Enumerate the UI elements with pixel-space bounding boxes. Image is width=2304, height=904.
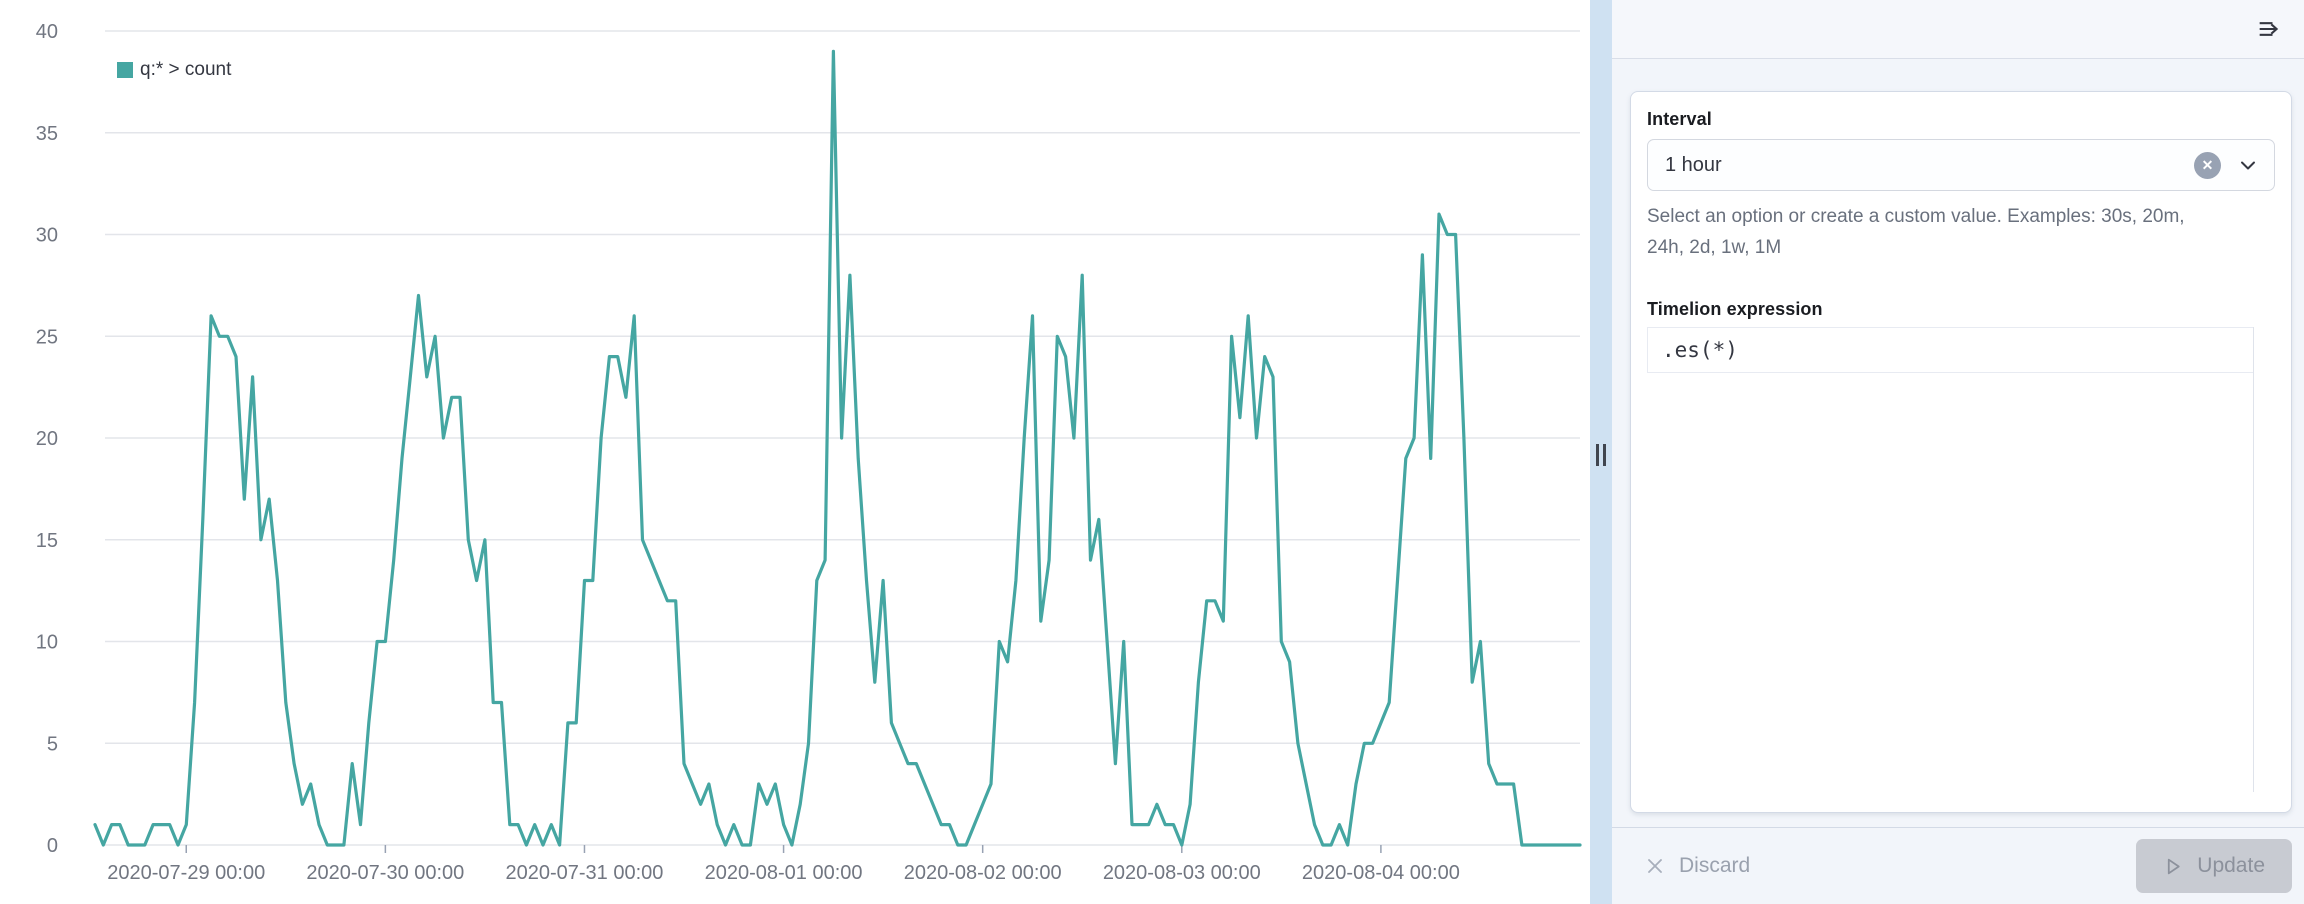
svg-text:2020-07-29 00:00: 2020-07-29 00:00 (107, 862, 265, 884)
editor-scrollbar[interactable] (2253, 327, 2254, 792)
panel-resizer[interactable] (1590, 0, 1612, 904)
editor-current-line[interactable]: .es(*) (1647, 327, 2254, 373)
svg-text:25: 25 (36, 326, 58, 348)
svg-text:2020-07-31 00:00: 2020-07-31 00:00 (506, 862, 664, 884)
side-panel-top-bar (1612, 0, 2304, 59)
svg-text:40: 40 (36, 21, 58, 43)
interval-dropdown-toggle[interactable] (2237, 154, 2259, 176)
chevron-down-icon (2241, 161, 2255, 170)
svg-text:2020-08-03 00:00: 2020-08-03 00:00 (1103, 862, 1261, 884)
svg-text:35: 35 (36, 123, 58, 145)
update-label: Update (2197, 854, 2265, 877)
interval-value: 1 hour (1665, 153, 1722, 176)
svg-text:10: 10 (36, 632, 58, 654)
side-panel-footer: Discard Update (1612, 827, 2304, 904)
expression-value: .es(*) (1662, 338, 1738, 362)
svg-text:20: 20 (36, 428, 58, 450)
svg-text:0: 0 (47, 835, 58, 857)
svg-text:2020-07-30 00:00: 2020-07-30 00:00 (306, 862, 464, 884)
interval-help-text: Select an option or create a custom valu… (1647, 206, 2185, 258)
expression-form-card: Interval 1 hour ✕ Select an option or cr… (1630, 91, 2292, 813)
interval-combobox[interactable]: 1 hour ✕ (1647, 139, 2275, 191)
play-icon (2168, 858, 2180, 874)
menu-right-icon (2259, 22, 2279, 36)
editor-side-panel: Interval 1 hour ✕ Select an option or cr… (1612, 0, 2304, 904)
svg-text:5: 5 (47, 733, 58, 755)
svg-text:2020-08-01 00:00: 2020-08-01 00:00 (705, 862, 863, 884)
collapse-panel-button[interactable] (2252, 12, 2286, 46)
close-icon (1648, 859, 1662, 873)
update-button[interactable]: Update (2136, 839, 2292, 893)
discard-label: Discard (1679, 854, 1751, 877)
timelion-expression-label: Timelion expression (1647, 299, 1823, 319)
series-label: q:* > count (140, 59, 232, 80)
svg-text:2020-08-04 00:00: 2020-08-04 00:00 (1302, 862, 1460, 884)
series-color-swatch (117, 62, 133, 78)
clear-interval-button[interactable]: ✕ (2194, 151, 2221, 179)
chart-panel: 0 5 10 15 20 25 30 35 40 2020-07-29 00:00 2020-07-… (0, 0, 1590, 904)
resizer-grip-icon[interactable] (1596, 444, 1606, 466)
interval-label: Interval (1647, 109, 1712, 129)
timelion-chart[interactable]: 0 5 10 15 20 25 30 35 40 2020-07-29 00:00 2020-07-… (0, 0, 1590, 904)
legend-item[interactable]: q:* > count (117, 59, 231, 81)
svg-text:30: 30 (36, 225, 58, 247)
discard-button[interactable]: Discard (1644, 854, 1750, 878)
svg-text:2020-08-02 00:00: 2020-08-02 00:00 (904, 862, 1062, 884)
svg-text:15: 15 (36, 530, 58, 552)
timelion-expression-editor[interactable]: .es(*) (1647, 327, 2275, 798)
expression-block: Timelion expression .es(*) (1647, 299, 2275, 798)
